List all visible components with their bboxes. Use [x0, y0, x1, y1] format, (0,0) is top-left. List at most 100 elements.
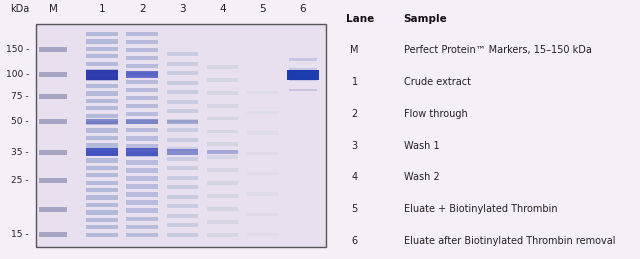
Bar: [86, 61, 118, 66]
Bar: [207, 150, 238, 154]
Bar: [207, 168, 238, 172]
Bar: [86, 173, 118, 177]
Bar: [86, 195, 118, 200]
Bar: [126, 71, 158, 78]
Text: 15 -: 15 -: [12, 230, 29, 239]
Text: 3: 3: [179, 4, 186, 13]
FancyBboxPatch shape: [36, 24, 326, 247]
Text: Wash 1: Wash 1: [404, 141, 439, 151]
Bar: [86, 84, 118, 88]
Bar: [126, 168, 158, 173]
Bar: [126, 32, 158, 36]
Bar: [126, 120, 158, 124]
Bar: [247, 192, 278, 196]
Bar: [289, 78, 317, 81]
Bar: [86, 233, 118, 237]
Text: M: M: [351, 45, 359, 55]
Bar: [86, 225, 118, 229]
Bar: [207, 155, 238, 159]
Bar: [166, 138, 198, 142]
Bar: [126, 148, 158, 156]
Bar: [86, 32, 118, 36]
Bar: [166, 147, 198, 151]
Bar: [166, 223, 198, 227]
Bar: [126, 136, 158, 140]
Text: 100 -: 100 -: [6, 70, 29, 79]
Bar: [39, 150, 67, 155]
Text: 150 -: 150 -: [6, 45, 29, 54]
Bar: [126, 112, 158, 116]
Text: Flow through: Flow through: [404, 109, 467, 119]
Bar: [86, 99, 118, 103]
Bar: [207, 142, 238, 146]
Bar: [166, 109, 198, 113]
Bar: [166, 157, 198, 161]
Bar: [166, 62, 198, 66]
Bar: [166, 90, 198, 94]
Text: 1: 1: [99, 4, 105, 13]
Bar: [247, 172, 278, 175]
Bar: [166, 52, 198, 56]
Bar: [166, 204, 198, 208]
Bar: [166, 81, 198, 85]
Bar: [86, 47, 118, 51]
Text: Lane: Lane: [346, 13, 374, 24]
Text: 4: 4: [220, 4, 226, 13]
Bar: [39, 119, 67, 124]
Bar: [207, 65, 238, 69]
Bar: [39, 232, 67, 237]
Bar: [126, 225, 158, 229]
Bar: [207, 220, 238, 224]
Bar: [126, 200, 158, 205]
Bar: [86, 188, 118, 192]
Text: 50 -: 50 -: [12, 117, 29, 126]
Bar: [289, 58, 317, 61]
Bar: [166, 120, 198, 124]
Text: 5: 5: [351, 204, 358, 214]
Bar: [126, 208, 158, 213]
Bar: [86, 69, 118, 73]
Bar: [207, 130, 238, 133]
Bar: [86, 113, 118, 118]
Bar: [86, 143, 118, 148]
Bar: [126, 217, 158, 221]
Text: Wash 2: Wash 2: [404, 172, 439, 182]
Bar: [126, 152, 158, 157]
Bar: [86, 158, 118, 162]
Bar: [166, 185, 198, 189]
Text: 25 -: 25 -: [12, 176, 29, 185]
Bar: [86, 76, 118, 81]
Bar: [126, 144, 158, 148]
Bar: [166, 195, 198, 199]
Bar: [86, 166, 118, 170]
Bar: [166, 128, 198, 132]
Bar: [126, 72, 158, 76]
Bar: [126, 104, 158, 108]
Bar: [207, 91, 238, 95]
Bar: [126, 96, 158, 100]
Text: 6: 6: [351, 236, 358, 246]
Bar: [126, 160, 158, 165]
Bar: [166, 176, 198, 180]
Bar: [207, 181, 238, 185]
Bar: [126, 40, 158, 44]
Bar: [86, 218, 118, 222]
Text: Eluate + Biotinylated Thrombin: Eluate + Biotinylated Thrombin: [404, 204, 557, 214]
Bar: [247, 152, 278, 155]
Bar: [166, 100, 198, 104]
Bar: [126, 192, 158, 197]
Bar: [166, 233, 198, 237]
Text: 2: 2: [139, 4, 145, 13]
Bar: [289, 89, 317, 91]
Bar: [39, 94, 67, 99]
Text: Eluate after Biotinylated Thrombin removal: Eluate after Biotinylated Thrombin remov…: [404, 236, 615, 246]
Text: 3: 3: [351, 141, 358, 151]
Bar: [86, 39, 118, 44]
Bar: [166, 149, 198, 155]
Bar: [126, 64, 158, 68]
Bar: [126, 119, 158, 124]
Bar: [207, 117, 238, 120]
Text: 75 -: 75 -: [12, 92, 29, 101]
Text: 35 -: 35 -: [12, 148, 29, 157]
Bar: [86, 148, 118, 156]
